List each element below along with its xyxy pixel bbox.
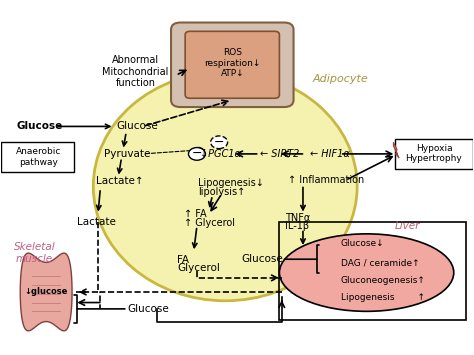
Text: Adipocyte: Adipocyte [312,75,368,84]
Text: Anaerobic
pathway: Anaerobic pathway [16,147,61,167]
Circle shape [210,136,228,149]
Text: Glucose: Glucose [117,121,159,131]
Text: Glucose: Glucose [242,254,283,264]
Ellipse shape [93,72,357,301]
Polygon shape [20,253,72,331]
Text: ← SIRT2: ← SIRT2 [260,149,299,159]
Text: IL-1β: IL-1β [285,221,309,231]
Text: −: − [214,136,224,149]
Text: Gluconeogenesis↑: Gluconeogenesis↑ [341,276,426,285]
Text: Lipogenesis↓: Lipogenesis↓ [198,178,264,188]
Text: ↓glucose: ↓glucose [25,288,68,296]
Text: ↑ Inflammation: ↑ Inflammation [288,175,364,185]
Text: Glucose: Glucose [17,121,63,131]
Text: −: − [191,147,202,160]
Text: Pyruvate: Pyruvate [104,149,150,159]
Text: TNFα: TNFα [285,213,310,223]
Text: Liver: Liver [395,220,420,230]
Text: lipolysis↑: lipolysis↑ [198,187,246,197]
Text: Glycerol: Glycerol [177,263,220,273]
Text: Hypoxia
Hypertrophy: Hypoxia Hypertrophy [406,144,462,163]
Text: Lipogenesis        ↑: Lipogenesis ↑ [341,294,425,302]
Text: Lactate↑: Lactate↑ [96,176,143,186]
Text: Skeletal
muscle: Skeletal muscle [14,242,55,264]
Text: Glucose↓: Glucose↓ [341,239,384,248]
Ellipse shape [279,234,454,311]
Polygon shape [393,142,399,158]
Text: Lactate: Lactate [77,217,116,226]
FancyBboxPatch shape [185,31,279,98]
Text: Abnormal
Mitochondrial
function: Abnormal Mitochondrial function [102,55,169,88]
Text: ROS
respiration↓
ATP↓: ROS respiration↓ ATP↓ [204,48,261,78]
FancyBboxPatch shape [395,139,473,169]
Circle shape [189,148,205,160]
Text: FA: FA [177,255,189,265]
FancyBboxPatch shape [171,22,293,107]
Text: ← HIF1α: ← HIF1α [310,149,350,159]
FancyBboxPatch shape [1,142,74,172]
Text: ↓PGC1α: ↓PGC1α [200,149,241,159]
Text: ↑ Glycerol: ↑ Glycerol [184,218,235,228]
Text: ↑ FA: ↑ FA [184,209,207,219]
Text: DAG / ceramide↑: DAG / ceramide↑ [341,258,419,267]
Text: Glucose: Glucose [128,304,169,314]
